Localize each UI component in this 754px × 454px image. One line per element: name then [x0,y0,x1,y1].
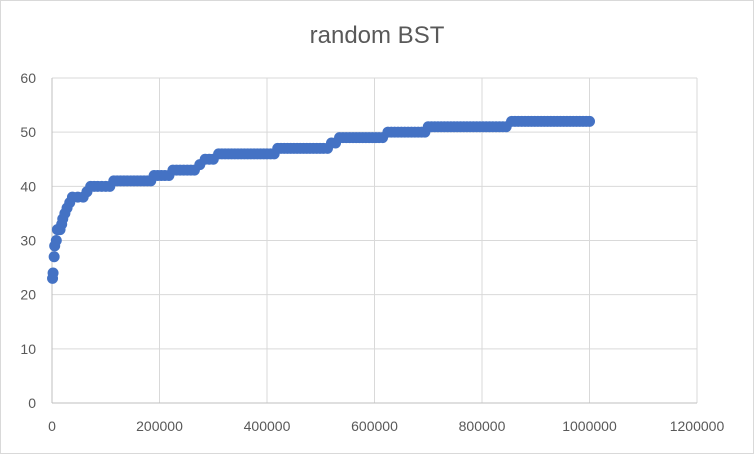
gridlines [52,77,698,403]
y-tick-label: 30 [20,233,36,249]
data-point [50,235,62,246]
x-tick-label: 800000 [459,418,506,434]
data-points [47,115,595,284]
y-tick-label: 60 [20,70,36,86]
x-tick-label: 0 [48,418,56,434]
data-point [48,251,60,263]
data-point [47,267,59,279]
y-tick-label: 20 [20,287,36,303]
x-tick-label: 600000 [351,418,398,434]
chart-title: random BST [309,22,445,49]
tick-labels: 0 10 20 30 40 50 60 0 200000 400000 600000 800000 10… [20,70,724,434]
x-tick-label: 400000 [244,418,291,434]
y-tick-label: 10 [20,341,36,357]
y-tick-label: 50 [20,124,36,140]
x-tick-label: 200000 [136,418,183,434]
y-tick-label: 0 [28,395,36,411]
data-point [584,115,595,127]
y-tick-label: 40 [20,178,36,194]
x-tick-label: 1200000 [670,418,725,434]
x-tick-label: 1000000 [562,418,617,434]
